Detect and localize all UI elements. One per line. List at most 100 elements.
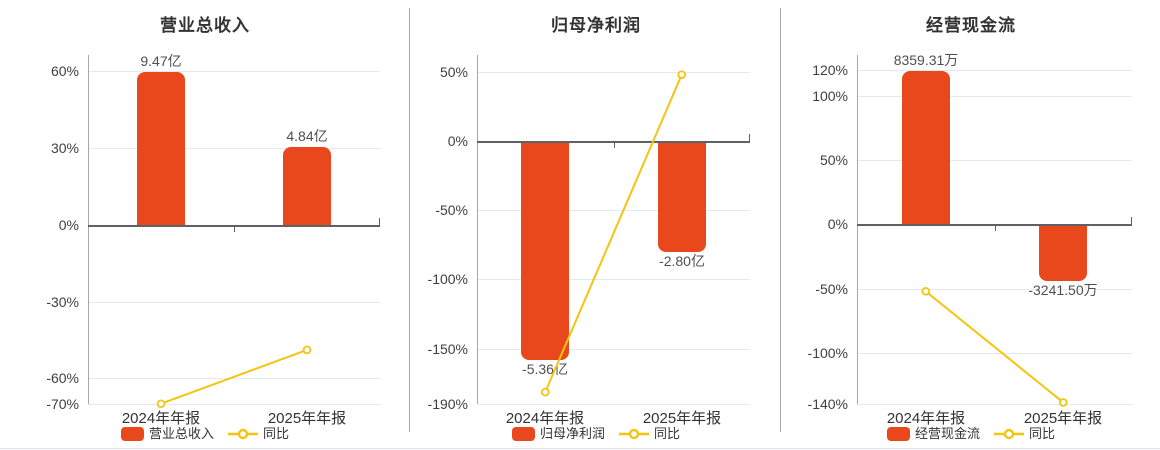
yoy-line-marker-icon[interactable] [156, 399, 166, 409]
y-axis-tick-label: -50% [815, 281, 848, 297]
y-axis-tick-label: 120% [812, 62, 848, 78]
y-axis-tick-label: -140% [807, 396, 848, 412]
legend-item-yoy-line[interactable]: 同比 [228, 426, 289, 442]
yoy-line-marker-icon[interactable] [1058, 398, 1068, 407]
y-axis-line [857, 55, 858, 404]
yoy-line[interactable] [925, 290, 1064, 404]
bar-value-label: -3241.50万 [1028, 282, 1098, 298]
bar-series-swatch-icon [511, 427, 535, 441]
bar-2025年年报[interactable] [658, 141, 706, 252]
x-axis-tick [234, 227, 235, 232]
y-axis-tick-label: 30% [50, 140, 79, 156]
legend-yoy-label: 同比 [654, 426, 681, 441]
legend-item-yoy-line[interactable]: 同比 [994, 426, 1055, 442]
x-axis-end-tick [749, 134, 750, 141]
x-category-label: 2025年年报 [267, 410, 347, 427]
y-gridline [857, 70, 1132, 71]
y-gridline [857, 160, 1132, 161]
y-axis-tick-label: -60% [46, 370, 79, 386]
panel-divider [780, 8, 781, 432]
chart-panel: 营业总收入 60% 30% 0% -30% -60% -70% 9.47亿 4.84亿 2024年… [0, 0, 410, 450]
y-axis-tick-label: -190% [427, 396, 468, 412]
chart-title: 经营现金流 [926, 16, 1016, 35]
legend-bar-series-label: 营业总收入 [148, 426, 214, 441]
yoy-line-series [156, 345, 312, 409]
x-axis-tick [614, 143, 615, 148]
chart-panel: 归母净利润 50% 0% -50% -100% -150% -190% -5.36亿 -2.80… [410, 0, 782, 450]
bar-value-label: 8359.31万 [893, 52, 959, 68]
y-axis-tick-label: 60% [50, 63, 79, 79]
panel-divider [409, 8, 410, 432]
x-axis-tick [995, 226, 996, 231]
x-category-label: 2024年年报 [121, 410, 201, 427]
x-category-label: 2025年年报 [1023, 410, 1103, 427]
chart-title: 归母净利润 [551, 16, 641, 35]
y-axis-tick-label: -100% [427, 271, 468, 287]
bar-value-label: -2.80亿 [659, 253, 705, 269]
legend-item-yoy-line[interactable]: 同比 [619, 426, 680, 442]
bar-2024年年报[interactable] [521, 141, 569, 360]
yoy-line-series [921, 287, 1068, 407]
legend-item-bar-series[interactable]: 归母净利润 [511, 426, 605, 442]
y-axis-tick-label: 0% [827, 216, 848, 232]
yoy-line[interactable] [160, 348, 308, 405]
x-category-label: 2024年年报 [886, 410, 966, 427]
y-gridline [88, 378, 380, 379]
legend-yoy-label: 同比 [263, 426, 290, 441]
y-gridline [88, 71, 380, 72]
legend-item-bar-series[interactable]: 经营现金流 [886, 426, 980, 442]
yoy-legend-marker-icon [994, 428, 1024, 440]
y-gridline [477, 72, 750, 73]
legend-yoy-label: 同比 [1029, 426, 1056, 441]
yoy-line[interactable] [544, 74, 683, 393]
y-gridline [88, 302, 380, 303]
bar-value-label: 9.47亿 [140, 53, 182, 69]
yoy-line-marker-icon[interactable] [677, 70, 687, 79]
y-gridline [857, 289, 1132, 290]
bar-2025年年报[interactable] [283, 147, 331, 225]
y-axis-tick-label: -30% [46, 294, 79, 310]
legend: 归母净利润 同比 [410, 426, 782, 442]
y-axis-tick-label: -100% [807, 345, 848, 361]
bar-2024年年报[interactable] [902, 71, 950, 224]
y-axis-tick-label: 0% [58, 217, 79, 233]
bottom-border [0, 448, 1160, 449]
legend-item-bar-series[interactable]: 营业总收入 [120, 426, 214, 442]
yoy-legend-marker-icon [619, 428, 649, 440]
y-axis-line [88, 55, 89, 404]
y-gridline [857, 353, 1132, 354]
legend: 营业总收入 同比 [0, 426, 410, 442]
y-gridline [477, 404, 750, 405]
y-axis-tick-label: 50% [439, 64, 468, 80]
bar-series-swatch-icon [886, 427, 910, 441]
x-category-label: 2025年年报 [642, 410, 722, 427]
yoy-line-marker-icon[interactable] [921, 287, 931, 296]
yoy-line-marker-icon[interactable] [540, 387, 550, 397]
y-gridline [88, 404, 380, 405]
y-gridline [477, 279, 750, 280]
y-axis-line [477, 55, 478, 404]
y-axis-tick-label: -50% [435, 202, 468, 218]
legend-bar-series-label: 归母净利润 [539, 426, 605, 441]
legend-bar-series-label: 经营现金流 [914, 426, 980, 441]
x-category-label: 2024年年报 [505, 410, 585, 427]
bar-2025年年报[interactable] [1039, 224, 1087, 281]
x-axis-zero-line [857, 224, 1132, 226]
y-gridline [857, 404, 1132, 405]
bar-value-label: 4.84亿 [286, 128, 328, 144]
legend: 经营现金流 同比 [782, 426, 1160, 442]
y-axis-tick-label: 100% [812, 88, 848, 104]
y-axis-tick-label: 50% [819, 152, 848, 168]
x-axis-zero-line [88, 225, 380, 227]
bar-2024年年报[interactable] [137, 72, 185, 225]
y-gridline [477, 349, 750, 350]
x-axis-zero-line [477, 141, 750, 143]
yoy-line-series [540, 70, 687, 397]
y-gridline [477, 210, 750, 211]
y-axis-tick-label: -70% [46, 396, 79, 412]
bar-series-swatch-icon [120, 427, 144, 441]
chart-panel: 经营现金流 120% 100% 50% 0% -50% -100% -140% 8359.31万… [782, 0, 1160, 450]
yoy-line-marker-icon[interactable] [302, 345, 312, 355]
chart-title: 营业总收入 [160, 16, 250, 35]
